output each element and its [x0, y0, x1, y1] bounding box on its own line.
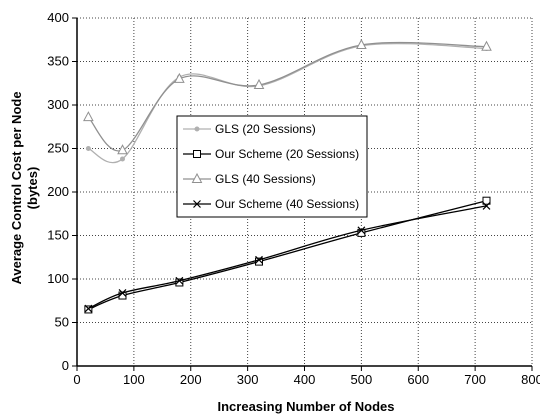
y-tick-label: 300: [47, 97, 69, 112]
marker-square: [118, 291, 127, 300]
legend-item: Our Scheme (20 Sessions): [183, 147, 359, 161]
marker-square: [84, 305, 93, 314]
y-tick-label: 150: [47, 228, 69, 243]
marker-triangle: [481, 40, 492, 51]
legend-item: GLS (40 Sessions): [183, 172, 316, 186]
y-axis-label: Average Control Cost per Node: [9, 91, 24, 284]
marker-square: [255, 257, 263, 266]
marker-x: [482, 201, 491, 210]
marker-x: [118, 288, 127, 297]
x-tick-label: 800: [521, 372, 540, 387]
legend-label: GLS (40 Sessions): [215, 172, 316, 186]
series-line: [88, 205, 487, 310]
x-tick-label: 700: [464, 372, 486, 387]
y-axis-ticks: 0 50 100 150 200 250 300 350 400: [47, 10, 77, 373]
marker-square: [175, 278, 184, 287]
marker-square: [482, 196, 491, 205]
series-group: [83, 38, 492, 314]
marker-square: [193, 150, 201, 158]
legend-item: GLS (20 Sessions): [183, 122, 316, 136]
marker-x: [175, 276, 184, 285]
y-tick-label: 250: [47, 141, 69, 156]
marker-triangle: [83, 111, 94, 122]
x-axis-label: Increasing Number of Nodes: [218, 399, 395, 414]
marker-x: [193, 200, 201, 208]
marker-dot: [85, 146, 91, 151]
marker-x: [255, 255, 263, 264]
y-axis-label-unit: (bytes): [25, 167, 40, 210]
marker-triangle: [191, 172, 203, 183]
legend: GLS (20 Sessions) Our Scheme (20 Sessions…: [176, 115, 368, 218]
marker-x: [357, 226, 366, 235]
y-tick-label: 0: [62, 358, 69, 373]
marker-square: [357, 228, 366, 237]
series-4: [84, 201, 491, 313]
marker-triangle: [356, 38, 367, 49]
y-tick-label: 400: [47, 10, 69, 25]
x-axis-ticks: 0 100 200 300 400 500 600 700 800: [73, 366, 540, 387]
legend-label: GLS (20 Sessions): [215, 122, 316, 136]
legend-item: Our Scheme (40 Sessions): [183, 197, 359, 211]
series-2: [84, 196, 491, 314]
marker-triangle: [174, 72, 185, 83]
legend-label: Our Scheme (20 Sessions): [215, 147, 359, 161]
marker-dot: [194, 126, 200, 132]
x-tick-label: 500: [351, 372, 373, 387]
marker-dot: [120, 156, 125, 162]
x-tick-label: 200: [180, 372, 202, 387]
legend-label: Our Scheme (40 Sessions): [215, 197, 359, 211]
series-3: [83, 38, 492, 155]
marker-x: [84, 304, 93, 313]
marker-triangle: [253, 78, 265, 89]
y-tick-label: 100: [47, 271, 69, 286]
y-tick-label: 200: [47, 184, 69, 199]
y-tick-label: 350: [47, 54, 69, 69]
y-tick-label: 50: [55, 315, 69, 330]
x-tick-label: 0: [73, 372, 80, 387]
x-tick-label: 600: [407, 372, 429, 387]
legend-box: [176, 115, 368, 218]
x-tick-label: 100: [123, 372, 145, 387]
marker-triangle: [117, 144, 128, 155]
x-tick-label: 400: [294, 372, 316, 387]
x-tick-label: 300: [237, 372, 259, 387]
